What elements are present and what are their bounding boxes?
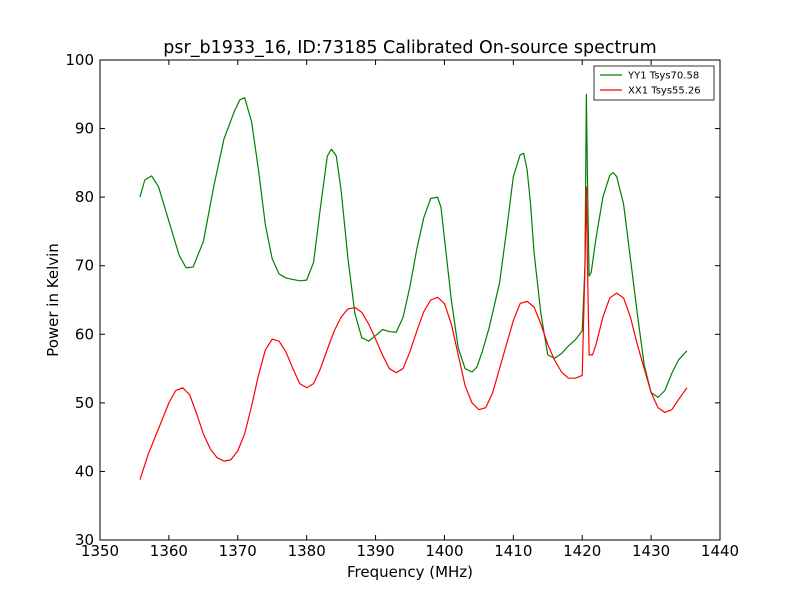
y-tick-label: 30 <box>75 531 94 549</box>
y-tick-label: 90 <box>75 120 94 138</box>
y-tick-label: 80 <box>75 188 94 206</box>
y-tick-label: 40 <box>75 462 94 480</box>
series-line-yy1 <box>139 93 688 398</box>
x-tick-label: 1360 <box>150 542 188 560</box>
plot-area <box>100 60 720 540</box>
series-layer <box>139 93 688 480</box>
x-tick-label: 1430 <box>632 542 670 560</box>
chart-title: psr_b1933_16, ID:73185 Calibrated On-sou… <box>163 38 656 58</box>
legend-box <box>593 65 715 101</box>
x-tick-label: 1440 <box>701 542 739 560</box>
plot-frame <box>99 59 721 541</box>
legend-label-xx1: XX1 Tsys55.26 <box>628 86 701 97</box>
y-axis-label: Power in Kelvin <box>44 243 62 357</box>
x-tick-label: 1380 <box>288 542 326 560</box>
tick-layer: 1350 1360 1370 1380 1390 1400 1410 1420 1430 1440… <box>65 51 739 560</box>
y-tick-label: 100 <box>65 51 94 69</box>
series-line-xx1 <box>139 186 688 480</box>
x-tick-label: 1390 <box>356 542 394 560</box>
x-tick-label: 1370 <box>219 542 257 560</box>
x-tick-label: 1420 <box>563 542 601 560</box>
y-tick-label: 70 <box>75 257 94 275</box>
x-tick-label: 1400 <box>425 542 463 560</box>
legend: YY1 Tsys70.58 XX1 Tsys55.26 <box>593 65 715 101</box>
y-tick-label: 60 <box>75 325 94 343</box>
x-tick-label: 1410 <box>494 542 532 560</box>
y-tick-label: 50 <box>75 394 94 412</box>
legend-label-yy1: YY1 Tsys70.58 <box>627 71 699 82</box>
x-tick-label: 1350 <box>81 542 119 560</box>
x-axis-label: Frequency (MHz) <box>347 563 473 581</box>
